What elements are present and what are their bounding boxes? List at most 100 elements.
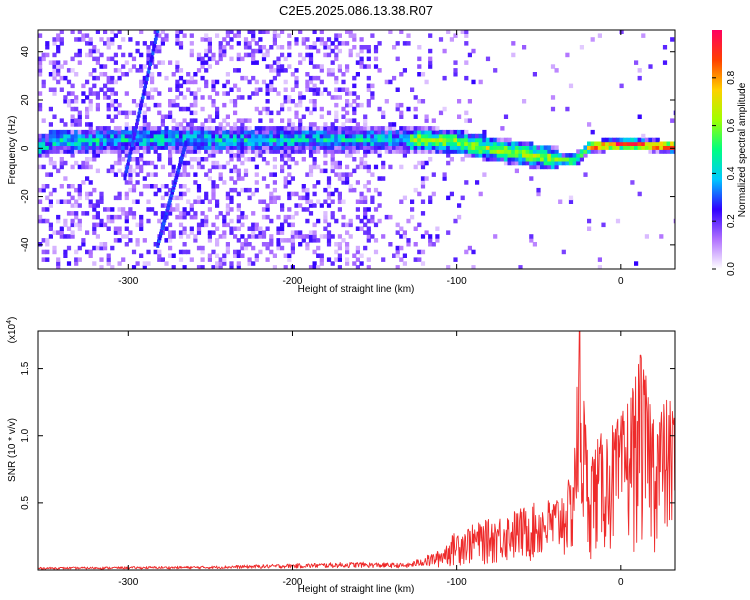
spectrogram-cell: [254, 153, 259, 158]
spectrogram-cell: [207, 137, 212, 143]
spectrogram-cell: [312, 75, 317, 81]
spectrogram-cell: [276, 145, 281, 150]
spectrogram-cell: [341, 126, 346, 131]
spectrogram-cell: [117, 141, 122, 146]
spectrogram-cell: [88, 249, 93, 255]
spectrogram-cell: [287, 129, 292, 135]
spectrogram-cell: [211, 102, 216, 108]
spectrogram-cell: [319, 234, 324, 239]
spectrogram-cell: [200, 249, 205, 255]
spectrogram-cell: [449, 157, 454, 162]
spectrogram-cell: [175, 37, 180, 42]
spectrogram-cell: [207, 126, 212, 131]
spectrogram-cell: [236, 145, 241, 150]
spectrogram-cell: [272, 187, 277, 193]
spectrogram-cell: [117, 30, 122, 34]
spectrogram-cell: [348, 91, 353, 96]
spectrogram-cell: [106, 149, 111, 154]
spectrogram-cell: [308, 60, 314, 65]
spectrogram-cell: [204, 129, 209, 135]
spectrogram-cell: [330, 60, 335, 65]
spectrogram-cell: [70, 203, 75, 208]
spectrogram-cell: [207, 48, 212, 54]
spectrogram-cell: [406, 145, 411, 150]
spectrogram-cell: [106, 41, 111, 46]
spectrogram-cell: [52, 187, 57, 193]
spectrogram-cell: [66, 129, 72, 135]
spectrogram-cell: [211, 230, 216, 235]
spectrogram-cell: [453, 72, 458, 77]
spectrogram-cell: [63, 176, 68, 181]
spectrogram-cell: [471, 153, 476, 158]
spectrogram-cell: [550, 160, 556, 166]
spectrogram-cell: [261, 137, 267, 143]
spectrogram-cell: [363, 207, 368, 212]
spectrogram-cell: [287, 133, 292, 139]
spectrogram-cell: [420, 129, 426, 135]
spectrogram-cell: [254, 41, 259, 46]
spectrogram-cell: [113, 137, 118, 143]
spectrogram-cell: [290, 133, 295, 139]
spectrogram-cell: [406, 41, 411, 46]
snr-x-axis: -300 -200 -100 0: [118, 331, 624, 588]
spectrogram-cell: [467, 52, 472, 58]
spectrogram-cell: [366, 99, 371, 104]
spectrogram-cell: [103, 137, 108, 143]
spectrogram-cell: [150, 133, 155, 139]
spectrogram-cell: [280, 52, 285, 58]
spectrogram-cell: [128, 230, 133, 235]
spectrogram-cell: [518, 141, 523, 146]
spectrogram-cell: [366, 257, 371, 262]
spectrogram-cell: [662, 149, 668, 154]
spectrogram-cell: [146, 45, 151, 50]
spectrogram-cell: [77, 149, 82, 154]
spectrogram-cell: [272, 137, 277, 143]
spectrogram-cell: [251, 137, 256, 143]
spectrogram-cell: [168, 230, 173, 235]
spectrogram-cell: [648, 141, 653, 146]
spectrogram-cell: [171, 126, 176, 131]
spectrogram-cell: [200, 129, 205, 135]
spectrogram-cell: [558, 199, 563, 204]
spectrogram-cell: [348, 126, 353, 131]
spectrogram-cell: [211, 129, 216, 135]
spectrogram-cell: [95, 91, 100, 96]
spectrogram-cell: [211, 145, 216, 150]
spectrogram-cell: [554, 160, 559, 166]
spectrogram-cell: [171, 133, 176, 139]
spectrogram-cell: [236, 214, 241, 220]
spectrogram-cell: [38, 214, 43, 220]
spectrogram-cell: [193, 157, 198, 162]
spectrogram-cell: [276, 91, 281, 96]
spectrogram-cell: [308, 87, 314, 92]
spectrogram-cell: [453, 145, 458, 150]
spectrogram-cell: [280, 203, 285, 208]
spectrogram-cell: [106, 95, 111, 100]
spectrogram-cell: [294, 79, 299, 85]
spectrogram-cell: [139, 30, 144, 34]
spectrogram-cell: [485, 157, 491, 162]
spectrogram-cell: [272, 199, 277, 204]
spectrogram-cell: [48, 87, 53, 92]
spectrogram-cell: [215, 242, 220, 247]
spectrogram-cell: [388, 164, 393, 170]
spectrogram-cell: [352, 129, 357, 135]
spectrogram-cell: [74, 145, 79, 150]
spectrogram-cell: [59, 37, 64, 42]
spectrogram-cell: [92, 149, 97, 154]
x-tick-label: -300: [118, 577, 138, 588]
spectrogram-cell: [413, 164, 418, 170]
spectrogram-cell: [157, 157, 162, 162]
spectrogram-cell: [345, 102, 350, 108]
spectrogram-streak-cell: [142, 89, 146, 96]
spectrogram-cell: [370, 133, 375, 139]
spectrogram-cell: [171, 253, 176, 258]
spectrogram-cell: [240, 145, 245, 150]
spectrogram-cell: [442, 106, 447, 112]
spectrogram-cell: [561, 157, 566, 162]
spectrogram-cell: [229, 87, 234, 92]
spectrogram-cell: [218, 172, 223, 177]
spectrogram-cell: [56, 199, 61, 204]
spectrogram-cell: [355, 137, 360, 143]
spectrogram-cell: [178, 195, 184, 201]
